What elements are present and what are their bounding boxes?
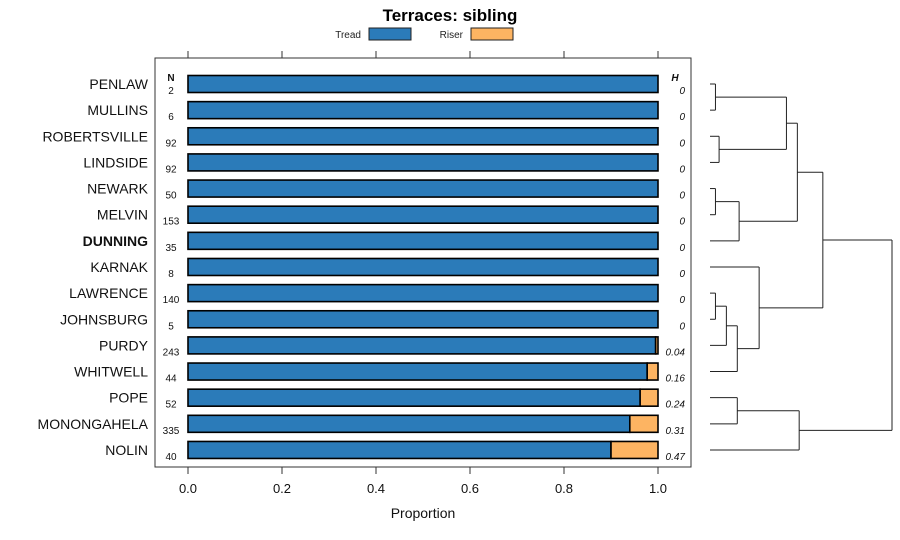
bar-riser-pope [639,388,659,407]
category-label-karnak: KARNAK [90,259,148,275]
bar-tread-lawrence [187,283,659,303]
bar-tread-melvin [187,205,659,224]
n-value-purdy: 243 [163,347,180,358]
n-value-robertsville: 92 [165,138,177,149]
bar-tread-robertsville [187,126,659,146]
bar-tread-lindside [187,153,659,172]
category-label-lindside: LINDSIDE [83,154,148,170]
x-tick-label-3: 0.6 [461,481,479,496]
n-value-lindside: 92 [165,164,177,175]
n-value-johnsburg: 5 [168,321,174,332]
h-value-monongahela: 0.31 [666,426,685,437]
bar-tread-newark [187,179,659,198]
category-label-nolin: NOLIN [105,442,148,458]
category-label-melvin: MELVIN [97,207,148,223]
category-label-mullins: MULLINS [87,102,148,118]
h-value-melvin: 0 [679,217,685,228]
dendrogram [710,83,893,451]
h-value-pope: 0.24 [666,400,686,411]
h-value-nolin: 0.47 [666,452,686,463]
legend-label-tread: Tread [335,30,361,41]
h-labels: 0 0 0 0 0 0 0 0 0 0 0.04 0.16 0.24 0.31 0.47 [666,86,686,463]
n-value-whitwell: 44 [165,374,177,385]
x-tick-label-1: 0.2 [273,481,291,496]
category-label-johnsburg: JOHNSBURG [60,311,148,327]
legend: Tread Riser [335,27,514,41]
n-value-mullins: 6 [168,112,174,123]
bar-tread-penlaw [187,74,659,94]
n-value-melvin: 153 [163,217,180,228]
legend-swatch-riser [470,27,514,41]
h-value-penlaw: 0 [679,86,685,97]
n-value-newark: 50 [165,191,177,202]
h-value-karnak: 0 [679,269,685,280]
category-labels: PENLAW MULLINS ROBERTSVILLE LINDSIDE NEWARK M… [38,76,149,458]
bar-riser-purdy [654,336,659,355]
bar-tread-whitwell [187,362,648,381]
bar-tread-nolin [187,440,612,460]
n-value-lawrence: 140 [163,295,180,306]
n-value-dunning: 35 [165,243,177,254]
bar-tread-purdy [187,336,657,355]
bar-tread-pope [187,388,641,407]
category-label-pope: POPE [109,390,148,406]
legend-label-riser: Riser [440,30,464,41]
legend-swatch-tread [368,27,412,41]
bar-tread-karnak [187,257,659,277]
n-column-header: N [167,73,174,84]
category-label-penlaw: PENLAW [89,76,148,92]
bar-tread-johnsburg [187,309,659,329]
n-value-nolin: 40 [165,452,177,463]
bar-riser-whitwell [646,362,659,381]
h-value-mullins: 0 [679,112,685,123]
h-value-lawrence: 0 [679,295,685,306]
x-axis: 0.0 0.2 0.4 0.6 0.8 1.0 [179,51,667,496]
n-value-monongahela: 335 [163,426,180,437]
category-label-dunning: DUNNING [83,233,148,249]
n-value-penlaw: 2 [168,86,174,97]
n-labels: 2 6 92 92 50 153 35 8 140 5 243 44 52 335 40 [163,86,180,463]
h-value-robertsville: 0 [679,138,685,149]
category-label-purdy: PURDY [99,337,149,353]
bar-tread-mullins [187,100,659,120]
category-label-lawrence: LAWRENCE [69,285,148,301]
h-value-lindside: 0 [679,164,685,175]
chart-title: Terraces: sibling [383,6,518,25]
bar-riser-monongahela [628,414,659,434]
h-value-purdy: 0.04 [666,347,686,358]
h-value-whitwell: 0.16 [666,374,686,385]
h-value-johnsburg: 0 [679,321,685,332]
x-tick-label-0: 0.0 [179,481,197,496]
bar-tread-monongahela [187,414,631,434]
plot-frame [154,57,692,468]
x-tick-label-5: 1.0 [649,481,667,496]
x-axis-label: Proportion [391,505,456,521]
bar-tread-dunning [187,231,659,251]
x-tick-label-4: 0.8 [555,481,573,496]
n-value-pope: 52 [165,400,177,411]
bar-riser-nolin [610,440,659,460]
n-value-karnak: 8 [168,269,174,280]
bars [187,74,659,460]
category-label-whitwell: WHITWELL [74,364,148,380]
h-column-header: H [671,73,679,84]
category-label-monongahela: MONONGAHELA [38,416,149,432]
h-value-newark: 0 [679,191,685,202]
h-value-dunning: 0 [679,243,685,254]
x-tick-label-2: 0.4 [367,481,385,496]
category-label-robertsville: ROBERTSVILLE [42,128,148,144]
category-label-newark: NEWARK [87,181,149,197]
